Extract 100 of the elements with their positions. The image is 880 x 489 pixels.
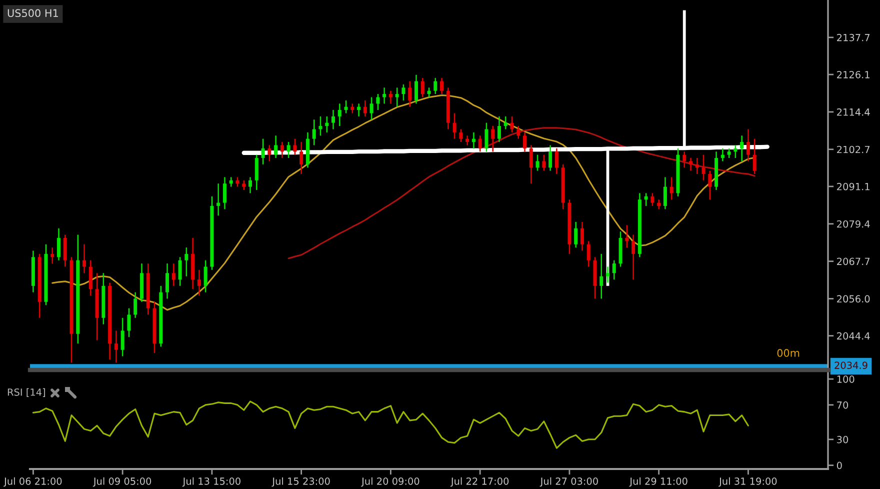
candlestick	[120, 317, 124, 357]
x-tick-label: Jul 22 17:00	[450, 477, 509, 487]
candlestick	[625, 224, 629, 248]
candlestick	[740, 134, 744, 162]
candlestick	[242, 180, 246, 191]
y-tick-label: 0	[836, 462, 842, 470]
candlestick	[510, 116, 514, 134]
line-series	[288, 127, 756, 260]
candlestick	[536, 154, 540, 172]
candlestick	[459, 128, 463, 143]
candlestick	[708, 170, 712, 200]
candlestick	[370, 96, 374, 120]
candlestick	[600, 253, 604, 300]
candlestick	[286, 141, 290, 159]
candlestick	[484, 122, 488, 152]
candlestick	[548, 144, 552, 172]
candlestick	[434, 77, 438, 95]
candlestick	[382, 87, 386, 104]
candlestick	[82, 244, 86, 274]
x-tick-label: Jul 27 03:00	[540, 477, 598, 487]
candlestick	[344, 100, 348, 114]
candlestick	[312, 118, 316, 146]
candlestick	[357, 102, 361, 118]
candlestick	[497, 116, 501, 143]
candlestick	[300, 141, 304, 175]
candlestick	[376, 93, 380, 111]
y-tick-label: 70	[837, 401, 848, 409]
candlestick	[178, 256, 182, 287]
x-tick-label: Jul 20 09:00	[361, 477, 420, 487]
candlestick	[236, 176, 240, 188]
candlestick	[554, 148, 558, 175]
x-tick-label: Jul 06 21:00	[4, 477, 62, 487]
y-tick-label: 2102.7	[837, 146, 870, 154]
candlestick	[338, 102, 342, 127]
candlestick	[574, 221, 578, 248]
y-tick-label: 2126.1	[837, 70, 870, 78]
candlestick	[204, 260, 208, 293]
candlestick	[331, 109, 335, 130]
candlestick	[427, 87, 431, 98]
candlestick	[516, 125, 520, 140]
candlestick	[644, 192, 648, 207]
candlestick	[586, 240, 590, 268]
candlestick	[293, 138, 297, 156]
y-tick-label: 2137.7	[837, 34, 870, 42]
candlestick	[166, 262, 170, 300]
candlestick	[440, 77, 444, 95]
candlestick	[720, 148, 724, 162]
x-tick-label: Jul 13 15:00	[182, 477, 240, 487]
candlestick	[727, 148, 731, 159]
candlestick	[222, 176, 226, 210]
text: US500 H1	[8, 9, 58, 18]
candlestick	[580, 221, 584, 252]
y-tick-label: 100	[837, 376, 854, 383]
candlestick	[363, 100, 367, 118]
candlestick	[695, 157, 699, 175]
y-tick-label: 2114.4	[837, 108, 870, 116]
candlestick	[746, 128, 750, 162]
x-tick-label: Jul 29 11:00	[629, 477, 688, 487]
y-tick-label: 2067.7	[837, 258, 870, 266]
candlestick	[542, 154, 546, 172]
candlestick	[274, 134, 278, 159]
candlestick	[350, 102, 354, 114]
candlestick	[261, 138, 265, 165]
candlestick	[395, 87, 399, 108]
candlestick	[702, 154, 706, 181]
y-tick-label: 2044.4	[837, 332, 870, 340]
candlestick	[50, 246, 54, 264]
candlestick	[632, 234, 636, 280]
candlestick	[650, 192, 654, 207]
candlestick	[414, 74, 418, 104]
candlestick	[752, 138, 756, 175]
y-tick-label: 2056.0	[837, 295, 870, 303]
candlestick	[529, 144, 533, 184]
candlestick	[63, 234, 67, 268]
candlestick	[254, 154, 258, 191]
candlestick	[280, 141, 284, 159]
y-tick-label: 2091.1	[837, 182, 870, 190]
candlestick	[402, 84, 406, 102]
line-series	[32, 400, 749, 449]
candlestick	[472, 132, 476, 150]
ref-line-label: 2034.9	[834, 362, 868, 369]
candlestick	[606, 266, 610, 284]
candlestick	[670, 176, 674, 200]
candlestick	[612, 260, 616, 280]
candlestick	[478, 134, 482, 152]
candlestick	[325, 116, 329, 134]
candlestick	[523, 132, 527, 152]
candlestick	[229, 176, 233, 188]
candlestick	[318, 116, 322, 136]
candlestick	[216, 182, 220, 216]
candlestick	[248, 176, 252, 194]
candlestick	[657, 198, 661, 210]
x-tick-label: Jul 15 23:00	[272, 477, 330, 487]
candlestick	[491, 125, 495, 152]
candlestick	[56, 228, 60, 261]
candlestick	[134, 292, 138, 318]
annotation: 00m	[777, 349, 800, 357]
candlestick	[268, 144, 272, 162]
candlestick	[127, 308, 131, 338]
candlestick	[466, 134, 470, 146]
